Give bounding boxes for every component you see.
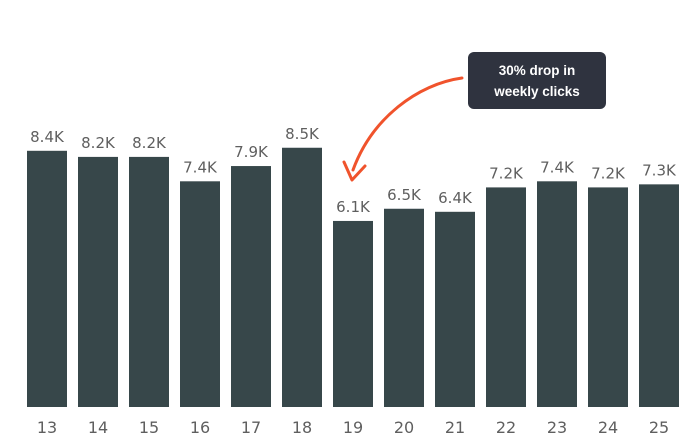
bars-group <box>27 147 679 408</box>
bar-23 <box>537 181 577 407</box>
annotation-arrowhead-icon <box>342 160 367 182</box>
bar-21 <box>435 211 475 407</box>
bar-17 <box>231 166 271 407</box>
bar-25 <box>639 184 679 407</box>
bar-22 <box>486 187 526 407</box>
value-label-25: 7.3K <box>642 161 677 179</box>
x-tick-label-16: 16 <box>190 418 210 437</box>
bar-16 <box>180 181 220 407</box>
x-tick-label-21: 21 <box>445 418 465 437</box>
x-tick-label-15: 15 <box>139 418 159 437</box>
bar-15 <box>129 156 169 407</box>
bar-19 <box>333 220 373 407</box>
x-tick-label-20: 20 <box>394 418 414 437</box>
value-label-24: 7.2K <box>591 164 626 182</box>
bar-13 <box>27 150 67 408</box>
bar-14 <box>78 156 118 407</box>
annotation-arrow <box>351 76 464 172</box>
bar-20 <box>384 208 424 407</box>
value-label-21: 6.4K <box>438 189 473 207</box>
x-tick-label-22: 22 <box>496 418 516 437</box>
x-tick-label-24: 24 <box>598 418 618 437</box>
x-tick-labels-group: 13 14 15 16 17 18 19 20 21 22 23 24 25 <box>37 418 669 437</box>
value-label-16: 7.4K <box>183 158 218 176</box>
bar-24 <box>588 187 628 407</box>
value-label-22: 7.2K <box>489 164 524 182</box>
x-tick-label-14: 14 <box>88 418 108 437</box>
value-label-17: 7.9K <box>234 143 269 161</box>
x-tick-label-19: 19 <box>343 418 363 437</box>
annotation-line-2: weekly clicks <box>494 83 580 99</box>
value-labels-group: 8.4K 8.2K 8.2K 7.4K 7.9K 8.5K 6.1K 6.5K 6.4K 7.2K… <box>30 125 677 216</box>
value-label-18: 8.5K <box>285 125 320 143</box>
value-label-15: 8.2K <box>132 134 167 152</box>
annotation-callout: 30% drop in weekly clicks <box>468 52 606 109</box>
x-tick-label-17: 17 <box>241 418 261 437</box>
x-tick-label-23: 23 <box>547 418 567 437</box>
x-tick-label-18: 18 <box>292 418 312 437</box>
annotation-line-1: 30% drop in <box>498 62 576 78</box>
value-label-14: 8.2K <box>81 134 116 152</box>
x-tick-label-25: 25 <box>649 418 669 437</box>
value-label-23: 7.4K <box>540 158 575 176</box>
value-label-19: 6.1K <box>336 198 371 216</box>
x-tick-label-13: 13 <box>37 418 57 437</box>
value-label-20: 6.5K <box>387 186 422 204</box>
value-label-13: 8.4K <box>30 128 65 146</box>
bar-18 <box>282 147 322 407</box>
